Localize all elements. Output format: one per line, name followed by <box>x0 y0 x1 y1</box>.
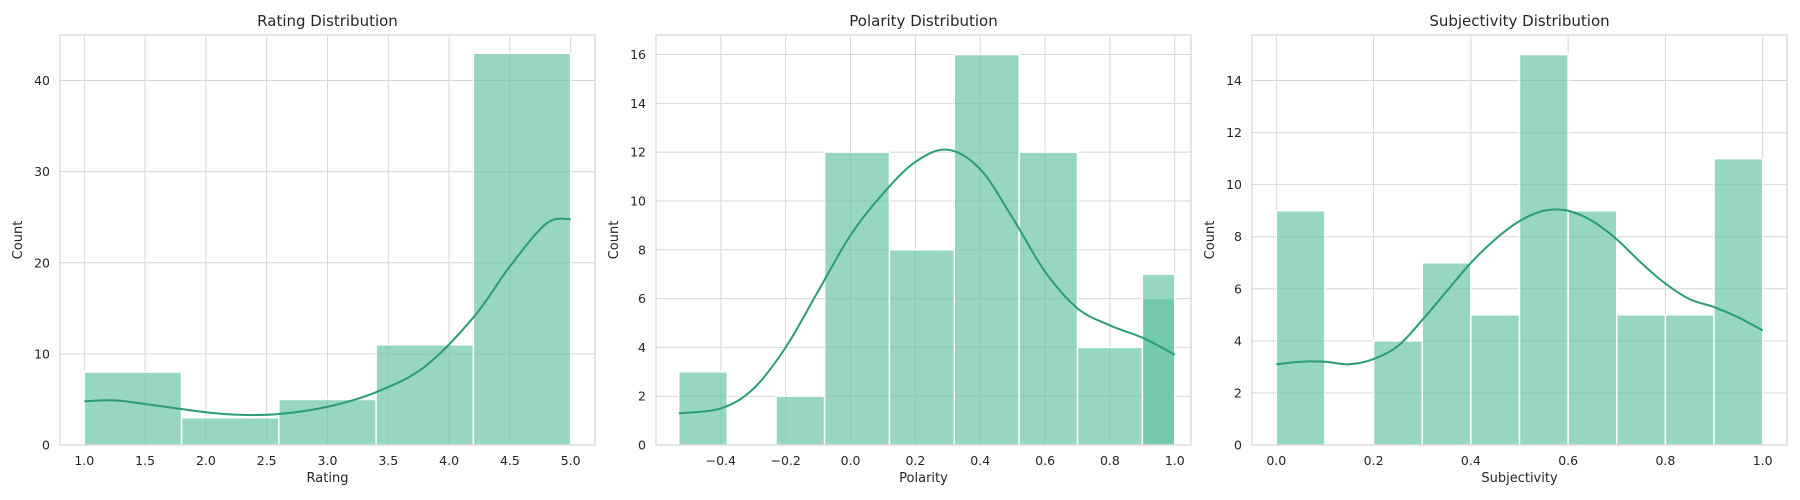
y-tick-label: 12 <box>1226 125 1242 140</box>
plot-frame <box>1251 34 1788 446</box>
histogram-bar <box>1713 157 1764 446</box>
x-tick-label: 1.5 <box>135 453 155 468</box>
histogram-bar <box>1518 53 1569 446</box>
y-tick-label: 4 <box>1234 333 1242 348</box>
histogram-bar <box>1664 314 1715 446</box>
y-tick-label: 20 <box>34 255 50 270</box>
x-tick-label: 0.2 <box>905 453 925 468</box>
y-tick-label: 10 <box>630 193 646 208</box>
y-tick-label: 0 <box>1234 438 1242 453</box>
y-tick-label: 14 <box>630 96 646 111</box>
x-tick-label: 3.5 <box>378 453 398 468</box>
histogram-bar <box>775 395 826 446</box>
y-tick-label: 0 <box>638 438 646 453</box>
y-tick-label: 30 <box>34 164 50 179</box>
histogram-bar <box>83 371 183 446</box>
y-axis-label: Count <box>1203 221 1218 260</box>
histogram-bar <box>1567 209 1618 446</box>
histogram-bar <box>1372 340 1423 446</box>
x-tick-label: 2.5 <box>257 453 277 468</box>
y-tick-label: 12 <box>630 145 646 160</box>
histogram-bar <box>1076 346 1144 446</box>
y-tick-label: 4 <box>638 340 646 355</box>
x-tick-label: 4.0 <box>439 453 459 468</box>
histogram-bar <box>823 151 891 446</box>
x-tick-label: 0.8 <box>1655 453 1675 468</box>
y-tick-label: 8 <box>638 242 646 257</box>
plot-frame <box>655 34 1192 446</box>
chart-panel-1: 1.0 1.5 2.0 2.5 3.0 3.5 4.0 4.5 5.0 0 10 20 30 40 Rati… <box>11 12 596 486</box>
x-tick-label: 0.0 <box>841 453 861 468</box>
histogram-bar <box>1018 151 1079 446</box>
chart-panel-3: 0.0 0.2 0.4 0.6 0.8 1.0 0 2 4 6 8 10 12 14 Subjectivit… <box>1203 12 1788 486</box>
chart-title: Polarity Distribution <box>849 12 997 30</box>
x-axis-label: Rating <box>307 471 349 486</box>
histogram-bar <box>888 249 956 446</box>
x-axis-label: Subjectivity <box>1481 471 1558 486</box>
plot-frame <box>59 34 596 446</box>
y-tick-label: 2 <box>638 389 646 404</box>
kde-line <box>84 217 571 417</box>
y-tick-label: 10 <box>34 346 50 361</box>
x-tick-label: 0.6 <box>1035 453 1055 468</box>
chart-title: Subjectivity Distribution <box>1429 12 1609 30</box>
y-tick-label: 6 <box>638 291 646 306</box>
histogram-bar <box>180 416 280 446</box>
histogram-bar <box>953 53 1020 446</box>
x-tick-label: 0.8 <box>1100 453 1120 468</box>
x-tick-label: 0.4 <box>1461 453 1481 468</box>
y-tick-label: 0 <box>42 438 50 453</box>
y-tick-label: 10 <box>1226 177 1242 192</box>
y-axis-label: Count <box>11 221 26 260</box>
x-tick-label: 1.0 <box>1753 453 1773 468</box>
y-tick-label: 2 <box>1234 385 1242 400</box>
x-tick-label: 1.0 <box>1165 453 1185 468</box>
x-tick-label: −0.2 <box>771 453 801 468</box>
y-tick-label: 6 <box>1234 281 1242 296</box>
y-tick-label: 14 <box>1226 73 1242 88</box>
x-tick-label: 4.5 <box>500 453 520 468</box>
x-tick-label: 0.6 <box>1558 453 1578 468</box>
y-tick-label: 8 <box>1234 229 1242 244</box>
x-tick-label: 1.0 <box>74 453 94 468</box>
histogram-bar <box>1470 314 1521 446</box>
x-tick-label: 0.2 <box>1364 453 1384 468</box>
chart-title: Rating Distribution <box>257 12 398 30</box>
x-tick-label: 2.0 <box>196 453 216 468</box>
histogram-bar <box>472 52 572 446</box>
histogram-bar <box>1141 273 1176 446</box>
chart-panel-2: −0.4 −0.2 0.0 0.2 0.4 0.6 0.8 1.0 0 2 4 6 8 10 12 14 16 P… <box>607 12 1192 486</box>
kde-line <box>1276 208 1764 366</box>
x-axis-label: Polarity <box>899 471 948 486</box>
x-tick-label: 0.0 <box>1266 453 1286 468</box>
x-tick-label: −0.4 <box>706 453 736 468</box>
kde-line <box>678 148 1176 415</box>
x-tick-label: 5.0 <box>561 453 581 468</box>
histogram-bar <box>1275 209 1326 446</box>
x-tick-label: 0.4 <box>970 453 990 468</box>
x-tick-label: 3.0 <box>318 453 338 468</box>
y-tick-label: 16 <box>630 47 646 62</box>
histogram-bar <box>375 344 475 446</box>
y-tick-label: 40 <box>34 73 50 88</box>
histogram-bar <box>1421 262 1472 446</box>
histogram-bar <box>1616 314 1667 446</box>
y-axis-label: Count <box>607 221 622 260</box>
